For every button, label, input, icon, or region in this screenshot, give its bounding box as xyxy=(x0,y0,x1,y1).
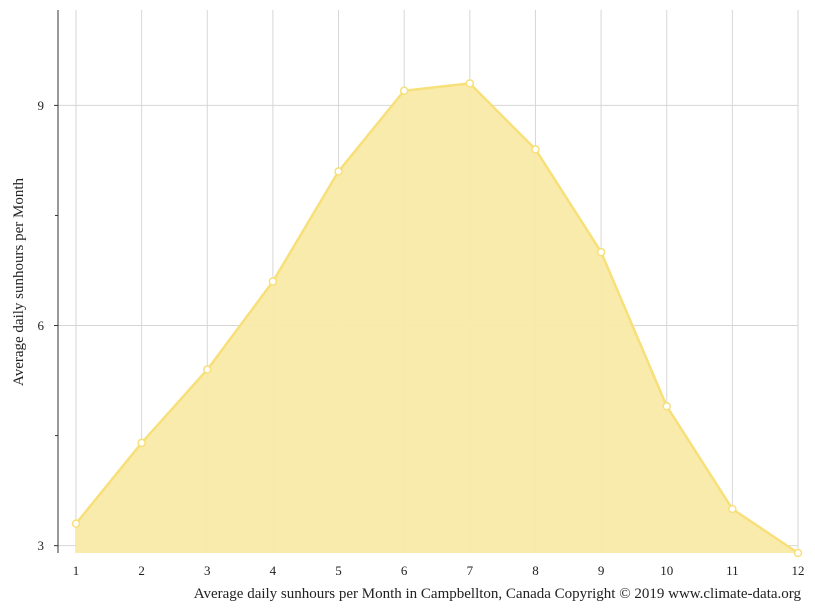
x-tick-label-4: 4 xyxy=(270,563,277,578)
x-tick-label-10: 10 xyxy=(660,563,673,578)
data-point-10 xyxy=(662,401,671,411)
data-point-4 xyxy=(268,277,278,286)
data-point-8 xyxy=(531,145,540,154)
axes xyxy=(54,10,59,553)
data-point-6 xyxy=(399,86,409,95)
x-axis-title: Average daily sunhours per Month in Camp… xyxy=(194,586,802,602)
data-point-2 xyxy=(137,438,146,448)
y-tick-label-3: 3 xyxy=(38,538,45,553)
x-tick-label-6: 6 xyxy=(401,563,408,578)
x-tick-label-3: 3 xyxy=(204,563,211,578)
data-point-11 xyxy=(728,504,737,514)
plot-area xyxy=(71,79,803,558)
x-tick-label-5: 5 xyxy=(335,563,342,578)
x-tick-label-8: 8 xyxy=(532,563,539,578)
x-tick-label-7: 7 xyxy=(467,563,474,578)
x-tick-label-2: 2 xyxy=(138,563,145,578)
x-tick-label-11: 11 xyxy=(726,563,739,578)
series-area xyxy=(76,83,798,554)
data-point-12 xyxy=(793,548,803,558)
x-tick-label-1: 1 xyxy=(73,563,80,578)
y-axis-title: Average daily sunhours per Month xyxy=(11,178,27,387)
data-point-3 xyxy=(203,365,212,374)
data-point-7 xyxy=(465,79,475,88)
data-point-9 xyxy=(596,247,606,257)
y-tick-label-6: 6 xyxy=(38,318,45,333)
x-tick-label-12: 12 xyxy=(792,563,805,578)
y-tick-label-9: 9 xyxy=(38,98,45,113)
x-tick-label-9: 9 xyxy=(598,563,605,578)
data-point-5 xyxy=(334,167,343,176)
series-line xyxy=(75,82,799,555)
data-point-1 xyxy=(71,519,81,528)
